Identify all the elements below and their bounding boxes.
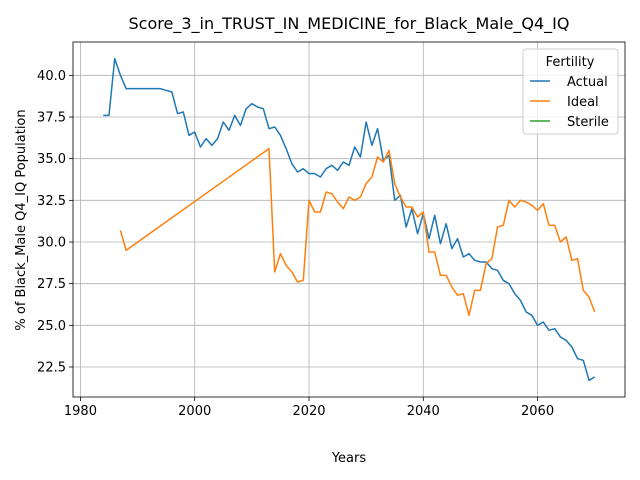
legend-label-sterile: Sterile (567, 115, 609, 130)
x-tick-label: 2040 (407, 404, 440, 419)
x-tick-label: 2000 (178, 404, 211, 419)
y-tick-label: 32.5 (37, 194, 66, 209)
y-tick-label: 35.0 (37, 152, 66, 167)
x-tick-label: 1980 (64, 404, 97, 419)
y-axis-label: % of Black_Male Q4_IQ Population (14, 109, 29, 330)
grid (73, 42, 625, 397)
legend-label-actual: Actual (567, 75, 608, 90)
x-tick-label: 2020 (292, 404, 325, 419)
x-tick-label: 2060 (521, 404, 554, 419)
plot-frame (72, 41, 626, 398)
legend: Fertility Actual Ideal Sterile (522, 48, 619, 135)
y-tick-label: 25.0 (37, 319, 66, 334)
y-tick-label: 30.0 (37, 236, 66, 251)
series-line-actual (103, 57, 596, 382)
y-tick-label: 27.5 (37, 277, 66, 292)
legend-title: Fertility (546, 55, 595, 70)
legend-label-ideal: Ideal (567, 95, 599, 110)
x-axis-label: Years (331, 451, 367, 466)
chart-title: Score_3_in_TRUST_IN_MEDICINE_for_Black_M… (129, 14, 570, 34)
series-line-ideal (119, 147, 596, 317)
y-tick-label: 22.5 (37, 361, 66, 376)
series-lines (103, 57, 596, 382)
axis-ticks: 1980 2000 2020 2040 2060 22.5 25.0 27.5 30.0 32.5… (37, 69, 554, 419)
y-tick-label: 37.5 (37, 111, 66, 126)
y-tick-label: 40.0 (37, 69, 66, 84)
legend-box (522, 48, 619, 135)
